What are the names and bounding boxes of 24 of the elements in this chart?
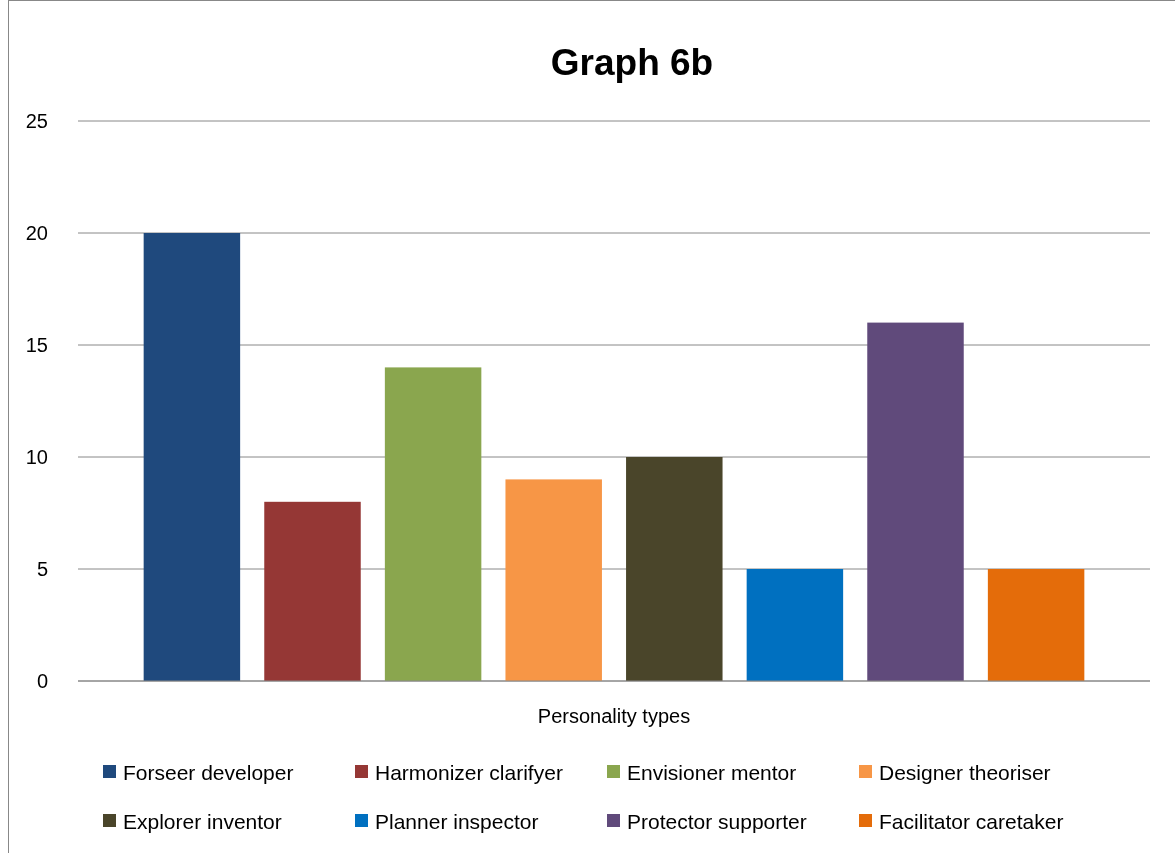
bar: [264, 501, 361, 681]
legend-label: Forseer developer: [123, 760, 294, 784]
y-tick-label: 5: [36, 558, 48, 580]
y-tick-label: 0: [36, 670, 48, 692]
legend-label: Facilitator caretaker: [879, 809, 1064, 833]
legend-label: Designer theoriser: [879, 760, 1051, 784]
bar: [505, 479, 602, 681]
y-tick-label: 20: [25, 222, 48, 244]
bar: [626, 457, 723, 681]
legend-label: Envisioner mentor: [627, 760, 797, 784]
legend-label: Explorer inventor: [123, 809, 282, 833]
bar: [143, 233, 241, 681]
bar: [987, 569, 1085, 681]
legend-label: Harmonizer clarifyer: [375, 760, 563, 784]
y-tick-label: 15: [25, 334, 48, 356]
y-tick-label: 25: [25, 110, 48, 132]
legend-label: Protector supporter: [627, 809, 807, 833]
x-tick-label: Personality types: [537, 705, 691, 727]
bar: [384, 367, 482, 681]
bar: [746, 569, 844, 681]
chart-title: Graph 6b: [550, 41, 714, 83]
legend-label: Planner inspector: [375, 809, 539, 833]
bar: [867, 322, 964, 681]
y-tick-label: 10: [25, 446, 48, 468]
